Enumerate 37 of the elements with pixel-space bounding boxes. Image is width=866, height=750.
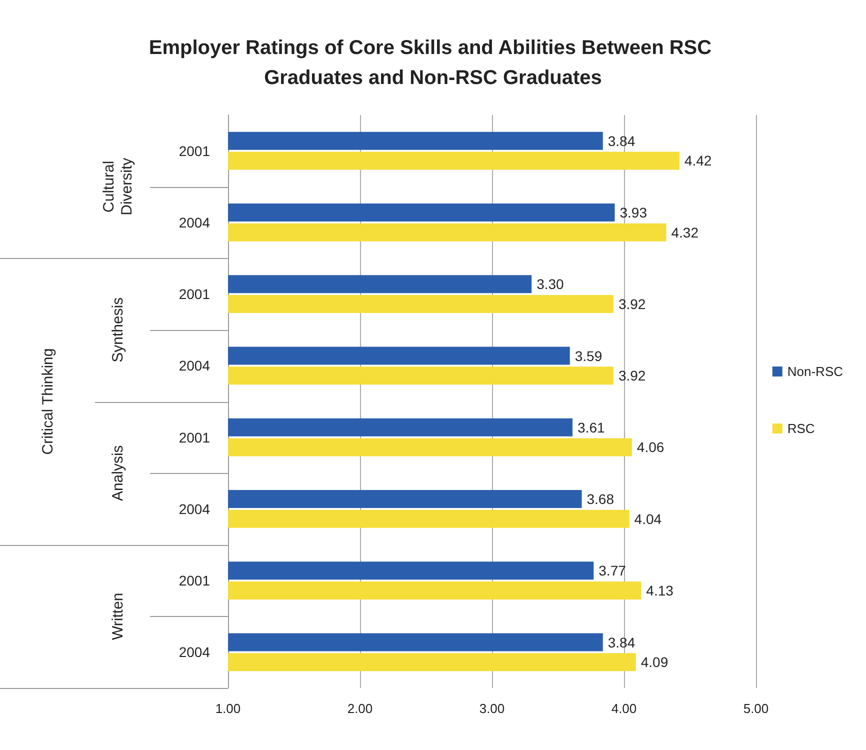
data-label: 3.77 (598, 562, 626, 579)
data-label: 3.84 (608, 132, 636, 149)
data-label: 3.93 (620, 204, 648, 221)
data-label: 4.32 (671, 224, 699, 240)
x-tick-label: 1.00 (215, 701, 241, 716)
chart-title: Employer Ratings of Core Skills and Abilities Between RSC Graduates and Non-RSC Graduates (148, 37, 718, 89)
y-tick-label: 2001 (178, 286, 210, 302)
data-label: 3.68 (586, 491, 614, 508)
data-label: 3.61 (578, 419, 605, 436)
data-label: 3.92 (618, 296, 646, 312)
x-tick-label: 3.00 (479, 701, 505, 716)
y-tick-label: 2004 (178, 644, 210, 660)
text: Written (110, 592, 126, 640)
text: Cultural Diversity (100, 157, 136, 216)
y-tick-label: 2004 (178, 214, 210, 230)
y-tick-label: 2001 (178, 429, 210, 446)
y-tick-label: 2001 (178, 142, 210, 159)
legend-label: Non-RSC (787, 364, 843, 379)
y-tick-label: 2004 (178, 358, 210, 374)
y-tick-label: 2004 (178, 500, 210, 517)
data-label: 4.04 (634, 510, 662, 527)
text: Critical Thinking (40, 348, 56, 455)
data-label: 3.59 (574, 348, 602, 364)
x-tick-label: 5.00 (743, 701, 769, 716)
data-label: 4.13 (646, 582, 674, 598)
data-label: 3.92 (618, 368, 646, 384)
y-tick-label: 2001 (178, 572, 210, 589)
x-tick-label: 2.00 (347, 701, 373, 716)
text: Synthesis (110, 297, 126, 362)
x-tick-label: 4.00 (611, 701, 637, 716)
data-label: 4.09 (640, 654, 668, 670)
data-label: 4.06 (636, 439, 664, 456)
legend-label: RSC (787, 421, 815, 436)
text: Analysis (110, 445, 126, 502)
data-label: 4.42 (684, 152, 712, 169)
data-label: 3.84 (608, 634, 636, 650)
data-label: 3.30 (536, 276, 564, 292)
